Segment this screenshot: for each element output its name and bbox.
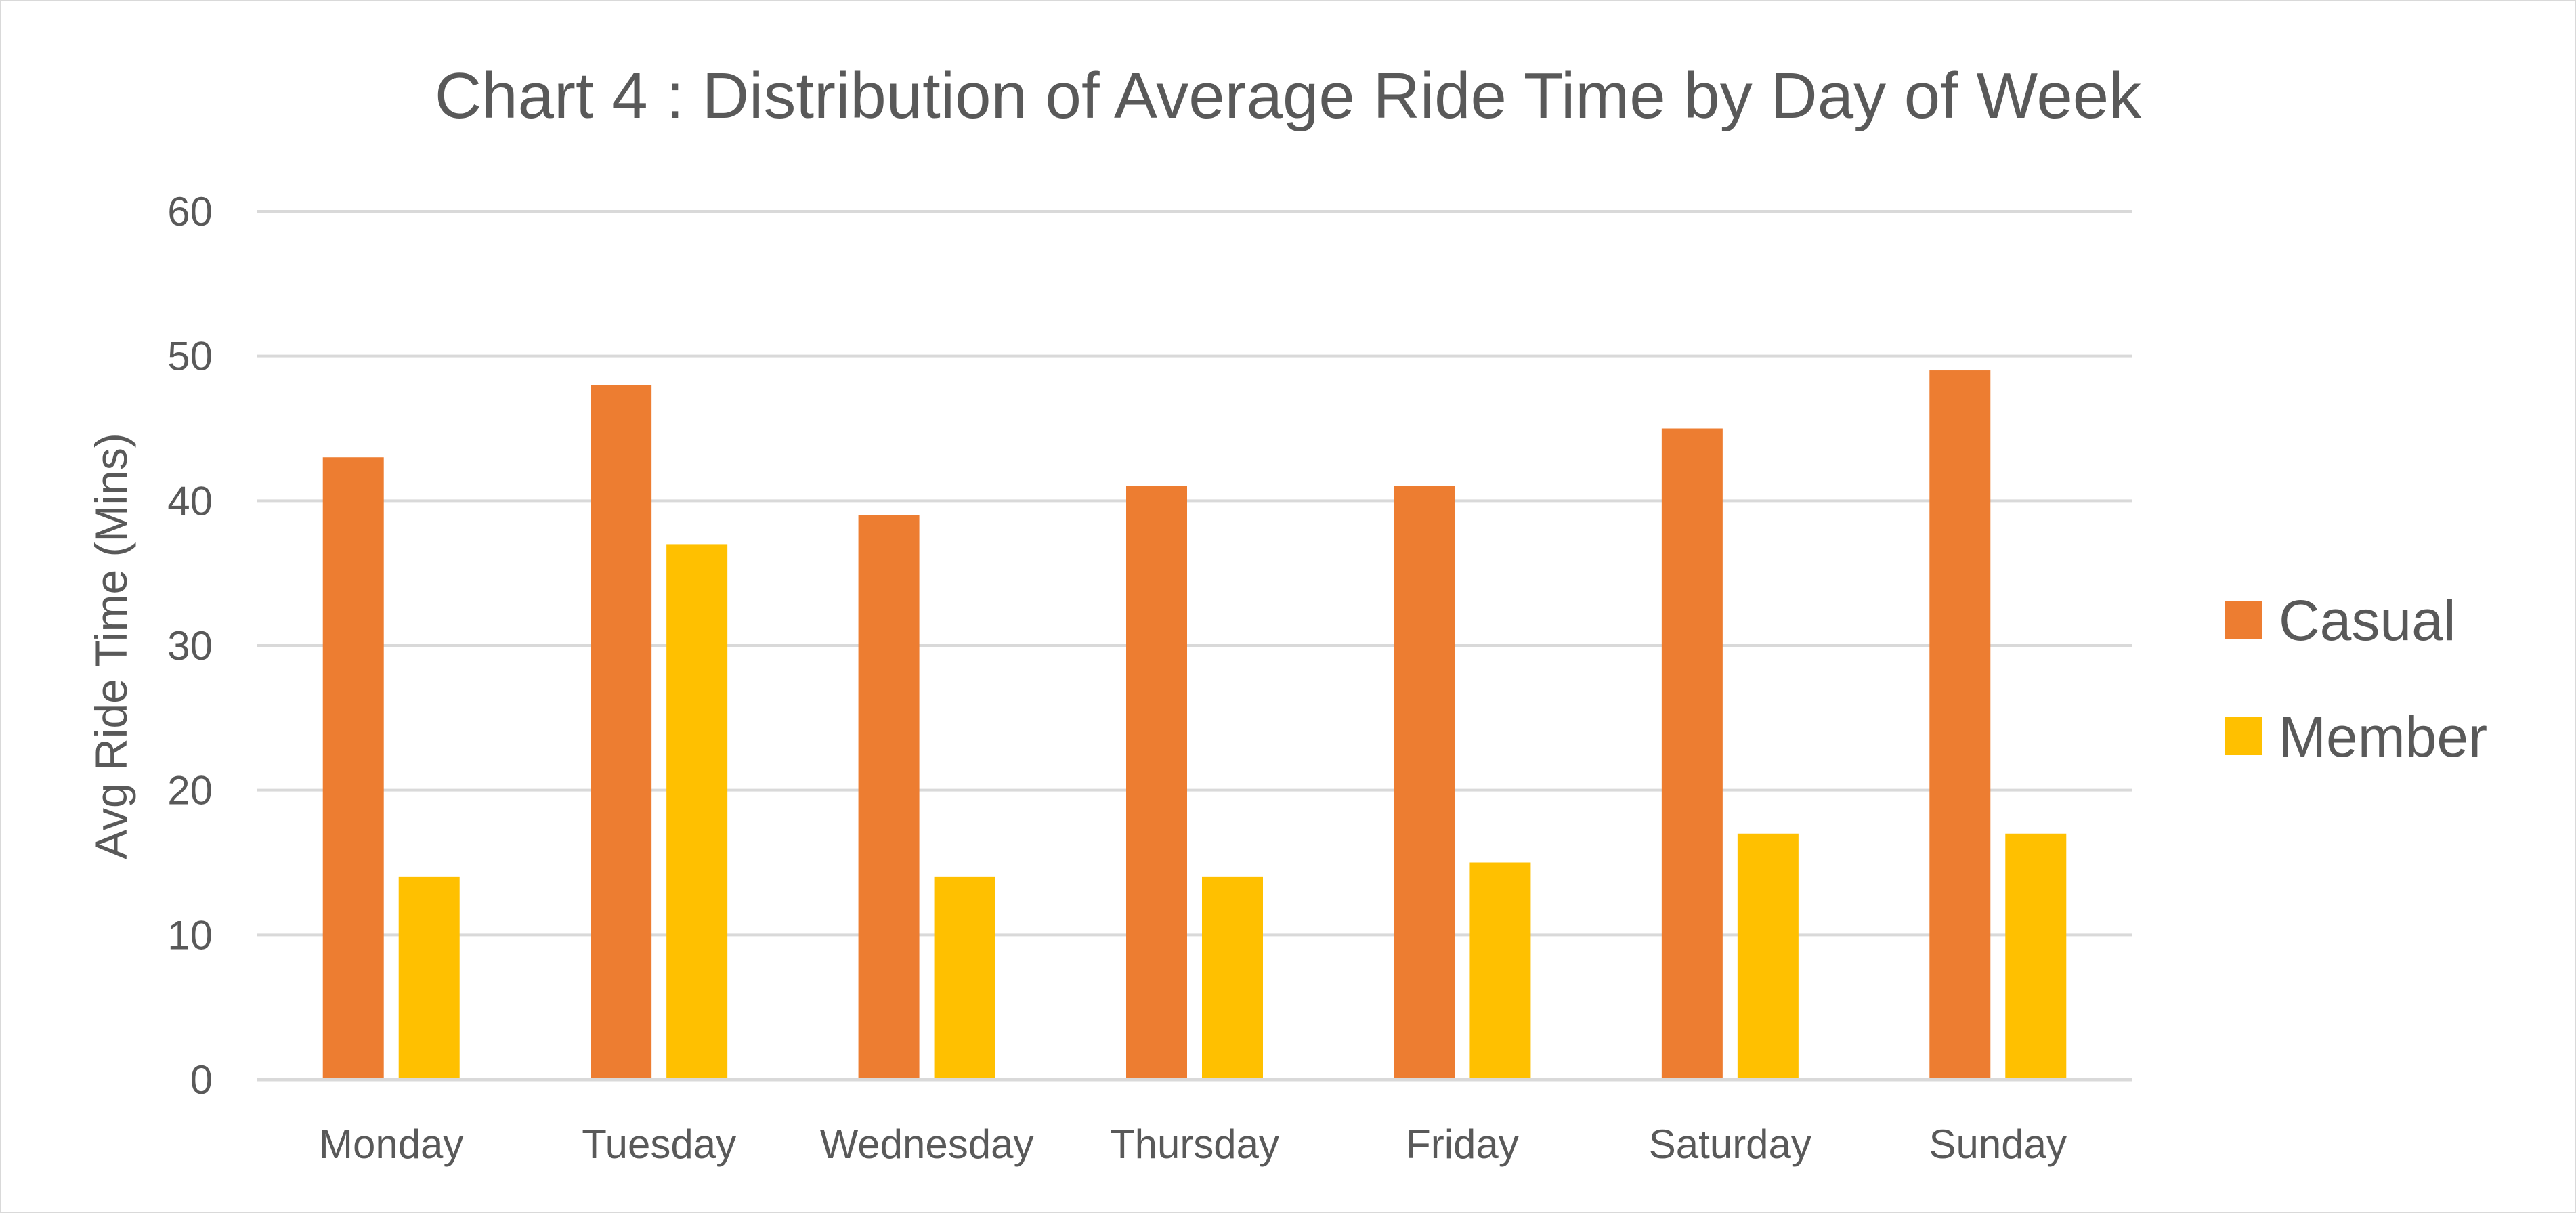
y-axis-title: Avg Ride Time (Mins) <box>86 433 136 859</box>
bar-casual-saturday <box>1661 428 1723 1080</box>
y-tick-label: 40 <box>167 478 213 524</box>
bar-member-thursday <box>1202 876 1263 1080</box>
bar-member-friday <box>1469 862 1531 1080</box>
x-axis-ticks: Monday Tuesday Wednesday Thursday Friday Satu… <box>319 1122 2067 1167</box>
bar-casual-thursday <box>1126 486 1187 1080</box>
bar-member-tuesday <box>666 544 728 1080</box>
x-tick-label: Friday <box>1406 1122 1519 1167</box>
x-tick-label: Thursday <box>1110 1122 1279 1167</box>
bar-member-saturday <box>1737 833 1799 1080</box>
legend: Casual Member <box>2225 589 2487 769</box>
bar-casual-tuesday <box>591 385 652 1080</box>
x-tick-label: Sunday <box>1929 1122 2067 1167</box>
y-tick-label: 30 <box>167 623 213 668</box>
x-tick-label: Wednesday <box>820 1122 1034 1167</box>
legend-swatch-casual <box>2225 601 2262 639</box>
y-tick-label: 0 <box>190 1057 213 1103</box>
bar-member-monday <box>398 876 460 1080</box>
x-tick-label: Monday <box>319 1122 463 1167</box>
bars <box>322 370 2067 1080</box>
y-axis-ticks: 0 10 20 30 40 50 60 <box>167 189 213 1103</box>
bar-member-wednesday <box>934 876 995 1080</box>
legend-swatch-member <box>2225 717 2262 755</box>
bar-casual-monday <box>322 457 384 1080</box>
bar-casual-friday <box>1394 486 1455 1080</box>
y-tick-label: 20 <box>167 768 213 813</box>
bar-member-sunday <box>2005 833 2067 1080</box>
y-tick-label: 60 <box>167 189 213 234</box>
y-tick-label: 50 <box>167 334 213 379</box>
legend-label-member: Member <box>2279 705 2487 769</box>
bar-casual-wednesday <box>858 515 920 1080</box>
legend-label-casual: Casual <box>2279 589 2455 652</box>
bar-casual-sunday <box>1929 370 1991 1080</box>
x-tick-label: Tuesday <box>582 1122 736 1167</box>
gridlines <box>257 210 2132 937</box>
chart-title: Chart 4 : Distribution of Average Ride T… <box>435 60 2142 132</box>
y-tick-label: 10 <box>167 912 213 958</box>
x-tick-label: Saturday <box>1649 1122 1811 1167</box>
